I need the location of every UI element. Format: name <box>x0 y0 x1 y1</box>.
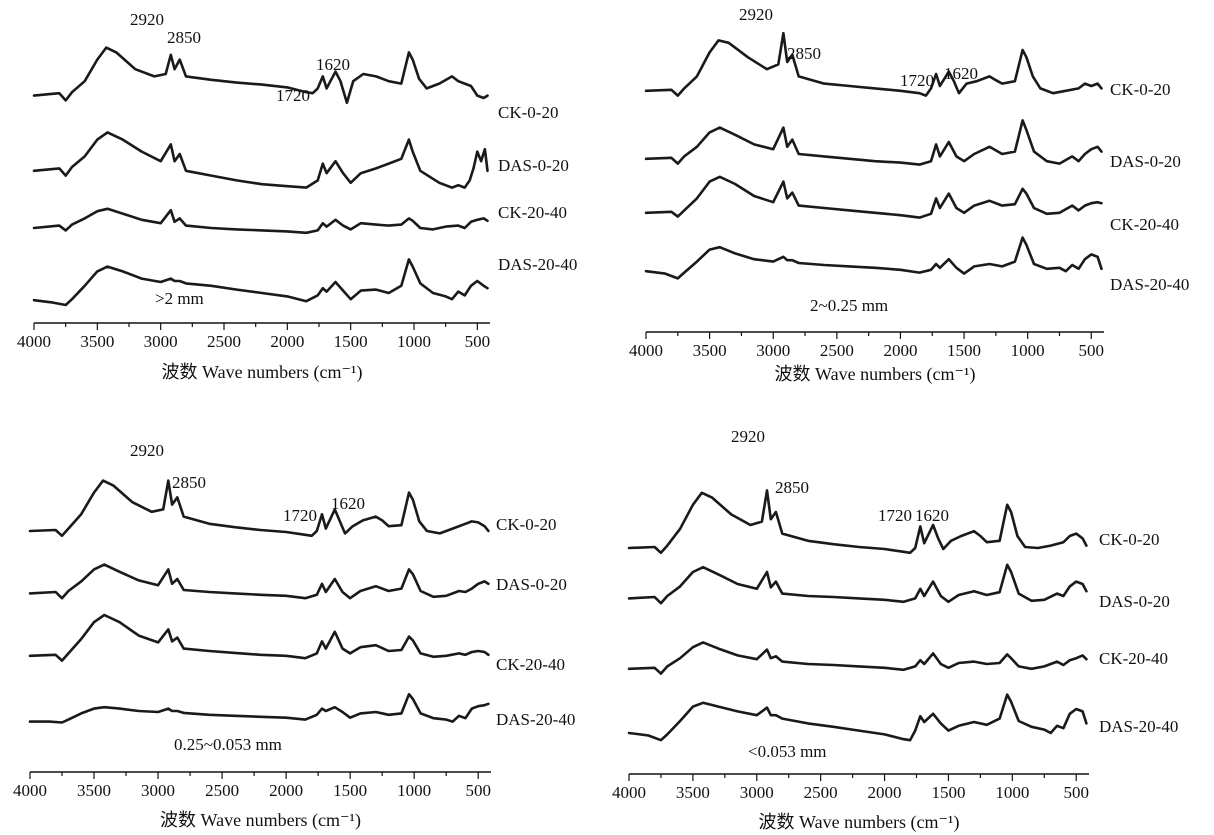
series-label: CK-0-20 <box>498 103 558 122</box>
x-tick-label: 500 <box>1063 783 1089 802</box>
x-tick-label: 1500 <box>333 781 367 800</box>
x-tick-label: 3000 <box>141 781 175 800</box>
series-line-das-20-40 <box>644 236 1103 280</box>
series-line-ck-20-40 <box>32 207 489 235</box>
series-label: DAS-0-20 <box>1099 592 1170 611</box>
x-tick-label: 3500 <box>80 332 114 351</box>
series-line-das-0-20 <box>644 119 1103 166</box>
ftir-panel-2: 4000 3500 3000 2500 2000 1500 1000 500 波数 Wave n… <box>629 5 1189 385</box>
series-label: CK-20-40 <box>1110 215 1179 234</box>
series-label: CK-0-20 <box>1099 530 1159 549</box>
series-line-ck-0-20 <box>32 46 489 105</box>
x-tick-label: 4000 <box>17 332 51 351</box>
ftir-panel-1: 4000 3500 3000 2500 2000 1500 1000 500 波数 Wave n… <box>17 10 577 383</box>
peak-label-2920: 2920 <box>739 5 773 24</box>
panel-size-label: 2~0.25 mm <box>810 296 888 315</box>
x-tick-label: 3000 <box>740 783 774 802</box>
peak-label-1620: 1620 <box>331 494 365 513</box>
series-line-das-20-40 <box>627 693 1088 742</box>
x-tick-label: 2500 <box>207 332 241 351</box>
series-label: DAS-20-40 <box>1110 275 1189 294</box>
series-label: DAS-20-40 <box>496 710 575 729</box>
x-tick-label: 3500 <box>693 341 727 360</box>
x-tick-label: 1000 <box>397 332 431 351</box>
series-label: CK-20-40 <box>1099 649 1168 668</box>
x-axis-label: 波数 Wave numbers (cm⁻¹) <box>775 364 976 385</box>
series-label: CK-0-20 <box>1110 80 1170 99</box>
series-label: DAS-20-40 <box>1099 717 1178 736</box>
x-tick-label: 1500 <box>931 783 965 802</box>
x-axis-label: 波数 Wave numbers (cm⁻¹) <box>162 362 363 383</box>
x-tick-label: 2000 <box>269 781 303 800</box>
x-tick-label: 1000 <box>995 783 1029 802</box>
peak-label-1720: 1720 <box>878 506 912 525</box>
x-tick-label: 500 <box>465 332 491 351</box>
series-line-ck-20-40 <box>644 175 1103 219</box>
series-line-ck-0-20 <box>644 31 1103 97</box>
peak-label-1620: 1620 <box>915 506 949 525</box>
x-tick-label: 1000 <box>1011 341 1045 360</box>
x-tick-label: 3500 <box>77 781 111 800</box>
x-tick-label: 4000 <box>612 783 646 802</box>
series-line-das-0-20 <box>32 131 489 189</box>
series-label: DAS-0-20 <box>496 575 567 594</box>
series-label: CK-20-40 <box>496 655 565 674</box>
panel-size-label: >2 mm <box>155 289 204 308</box>
x-tick-label: 1500 <box>947 341 981 360</box>
peak-label-2920: 2920 <box>130 441 164 460</box>
x-tick-label: 4000 <box>13 781 47 800</box>
x-tick-label: 4000 <box>629 341 663 360</box>
x-tick-label: 3000 <box>144 332 178 351</box>
series-line-ck-0-20 <box>28 479 490 538</box>
series-line-ck-0-20 <box>627 489 1088 555</box>
series-line-ck-20-40 <box>627 641 1088 675</box>
x-axis-label: 波数 Wave numbers (cm⁻¹) <box>759 812 960 833</box>
x-tick-label: 1500 <box>334 332 368 351</box>
x-tick-label: 1000 <box>397 781 431 800</box>
x-tick-label: 2000 <box>868 783 902 802</box>
peak-label-2850: 2850 <box>787 44 821 63</box>
peak-label-2850: 2850 <box>172 473 206 492</box>
series-label: DAS-0-20 <box>498 156 569 175</box>
series-label: DAS-20-40 <box>498 255 577 274</box>
panel-size-label: <0.053 mm <box>748 742 827 761</box>
ftir-panel-3: 4000 3500 3000 2500 2000 1500 1000 500 波数 Wave n… <box>13 441 575 831</box>
series-line-das-20-40 <box>28 692 490 724</box>
x-tick-label: 2500 <box>804 783 838 802</box>
x-axis-label: 波数 Wave numbers (cm⁻¹) <box>160 810 361 831</box>
x-tick-label: 2500 <box>820 341 854 360</box>
x-tick-label: 500 <box>1079 341 1105 360</box>
peak-label-2920: 2920 <box>731 427 765 446</box>
panel-size-label: 0.25~0.053 mm <box>174 735 282 754</box>
peak-label-2850: 2850 <box>167 28 201 47</box>
series-label: DAS-0-20 <box>1110 152 1181 171</box>
peak-label-1620: 1620 <box>944 64 978 83</box>
peak-label-2920: 2920 <box>130 10 164 29</box>
peak-label-1720: 1720 <box>276 86 310 105</box>
x-tick-label: 500 <box>465 781 491 800</box>
series-line-das-0-20 <box>627 563 1088 605</box>
x-tick-label: 3500 <box>676 783 710 802</box>
x-tick-label: 2500 <box>205 781 239 800</box>
x-tick-label: 2000 <box>270 332 304 351</box>
series-line-ck-20-40 <box>28 613 490 662</box>
series-line-das-0-20 <box>28 563 490 600</box>
x-tick-label: 3000 <box>756 341 790 360</box>
series-line-das-20-40 <box>32 258 489 307</box>
peak-label-1620: 1620 <box>316 55 350 74</box>
peak-label-2850: 2850 <box>775 478 809 497</box>
peak-label-1720: 1720 <box>900 71 934 90</box>
x-tick-label: 2000 <box>883 341 917 360</box>
ftir-panel-4: 4000 3500 3000 2500 2000 1500 1000 500 波数 Wave n… <box>612 427 1178 833</box>
series-label: CK-20-40 <box>498 203 567 222</box>
peak-label-1720: 1720 <box>283 506 317 525</box>
series-label: CK-0-20 <box>496 515 556 534</box>
